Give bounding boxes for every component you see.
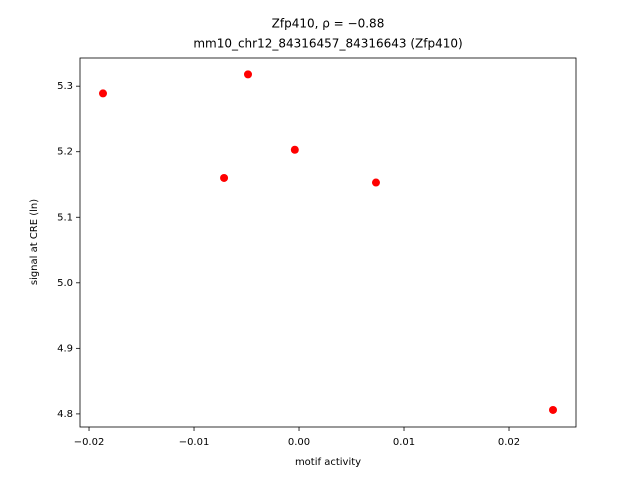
x-tick-label: −0.02	[74, 437, 105, 448]
point	[549, 405, 558, 414]
y-tick-label: 4.9	[57, 343, 73, 354]
point	[290, 145, 299, 154]
y-tick-label: 5.0	[57, 278, 73, 289]
y-tick-label: 4.8	[57, 409, 73, 420]
x-tick-label: 0.00	[288, 437, 310, 448]
chart-title: Zfp410, ρ = −0.88	[272, 17, 385, 31]
point	[243, 70, 252, 79]
point	[220, 173, 229, 182]
y-tick-label: 5.2	[57, 147, 73, 158]
plot-frame	[79, 57, 577, 428]
x-tick-label: −0.01	[179, 437, 210, 448]
y-axis-label: signal at CRE (ln)	[29, 199, 40, 285]
x-tick-label: 0.01	[393, 437, 415, 448]
y-tick-label: 5.3	[57, 81, 73, 92]
point	[98, 89, 107, 98]
y-tick-label: 5.1	[57, 212, 73, 223]
point	[371, 178, 380, 187]
chart-subtitle: mm10_chr12_84316457_84316643 (Zfp410)	[193, 37, 462, 51]
x-tick-label: 0.02	[498, 437, 520, 448]
x-axis-label: motif activity	[295, 457, 361, 468]
